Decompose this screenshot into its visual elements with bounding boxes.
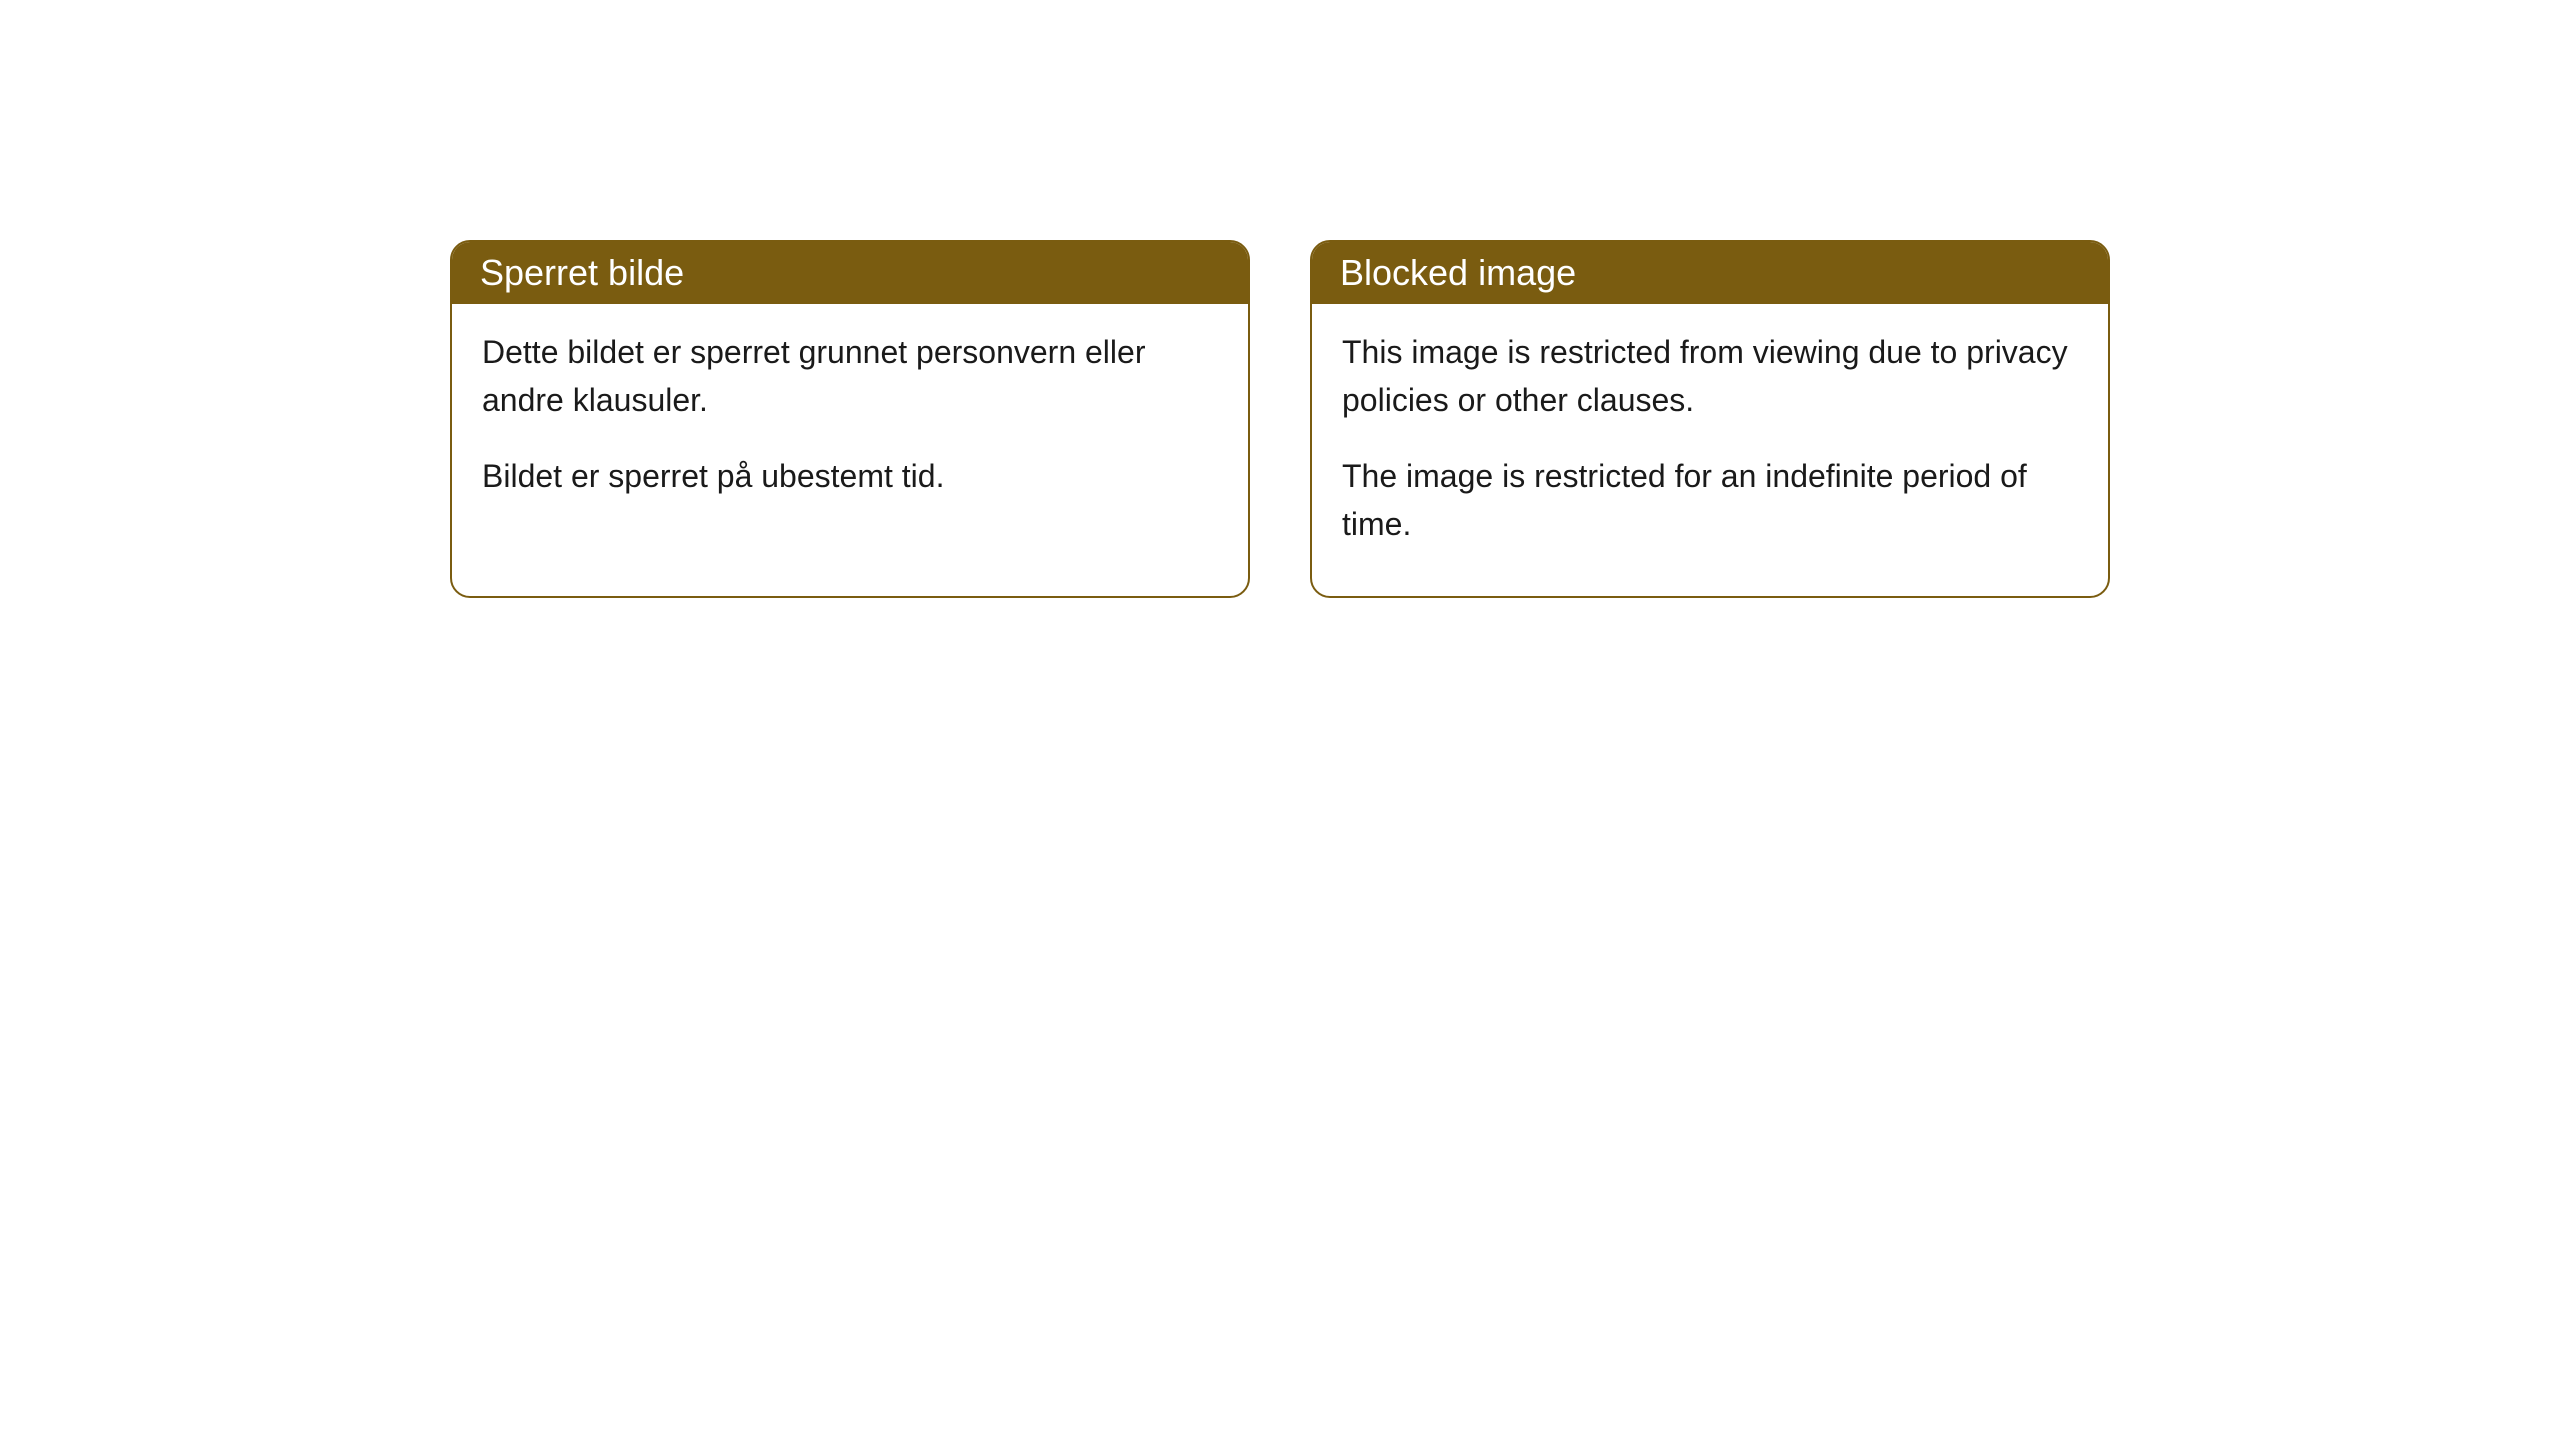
card-body: Dette bildet er sperret grunnet personve… xyxy=(452,304,1248,548)
card-body: This image is restricted from viewing du… xyxy=(1312,304,2108,596)
card-header: Sperret bilde xyxy=(452,242,1248,304)
card-paragraph: Dette bildet er sperret grunnet personve… xyxy=(482,328,1218,424)
blocked-image-card-english: Blocked image This image is restricted f… xyxy=(1310,240,2110,598)
card-title: Sperret bilde xyxy=(480,252,684,293)
card-paragraph: This image is restricted from viewing du… xyxy=(1342,328,2078,424)
notice-cards-container: Sperret bilde Dette bildet er sperret gr… xyxy=(450,240,2110,598)
blocked-image-card-norwegian: Sperret bilde Dette bildet er sperret gr… xyxy=(450,240,1250,598)
card-paragraph: The image is restricted for an indefinit… xyxy=(1342,452,2078,548)
card-paragraph: Bildet er sperret på ubestemt tid. xyxy=(482,452,1218,500)
card-title: Blocked image xyxy=(1340,252,1576,293)
card-header: Blocked image xyxy=(1312,242,2108,304)
